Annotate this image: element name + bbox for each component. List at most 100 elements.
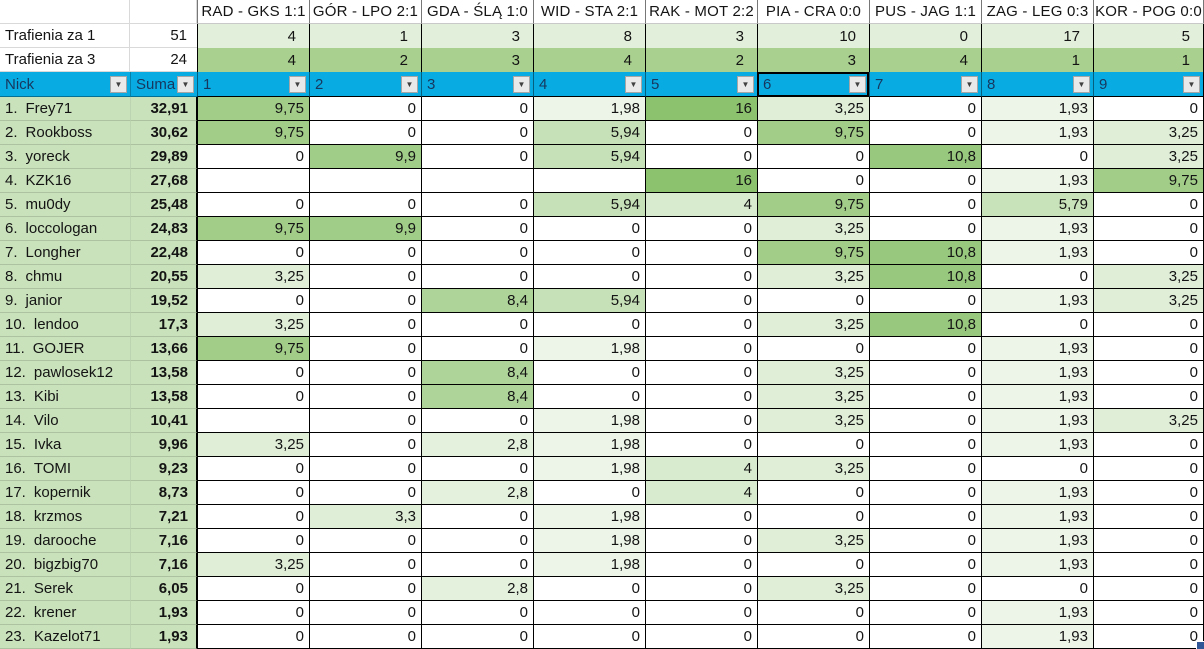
score-cell[interactable]: 0 [533,313,645,337]
player-suma-cell[interactable]: 1,93 [130,625,197,649]
score-cell[interactable]: 1,93 [981,433,1093,457]
score-cell[interactable]: 0 [309,433,421,457]
score-cell[interactable]: 0 [645,577,757,601]
score-cell[interactable]: 1,93 [981,217,1093,241]
player-name-cell[interactable]: 23. Kazelot71 [0,625,130,649]
score-cell[interactable]: 0 [869,577,981,601]
player-suma-cell[interactable]: 32,91 [130,97,197,121]
score-cell[interactable]: 0 [757,505,869,529]
score-cell[interactable]: 0 [309,553,421,577]
score-cell[interactable]: 0 [645,217,757,241]
score-cell[interactable]: 0 [1093,481,1204,505]
player-name-cell[interactable]: 2. Rookboss [0,121,130,145]
score-cell[interactable]: 0 [757,481,869,505]
stat-value-cell[interactable]: 4 [197,48,309,72]
score-cell[interactable]: 0 [869,481,981,505]
score-cell[interactable]: 1,98 [533,97,645,121]
stat-total-za1[interactable]: 51 [130,24,197,48]
score-cell[interactable]: 16 [645,169,757,193]
score-cell[interactable]: 9,9 [309,145,421,169]
score-cell[interactable]: 0 [1093,553,1204,577]
score-cell[interactable]: 9,75 [757,241,869,265]
filter-dropdown-icon[interactable]: ▼ [961,75,978,93]
score-cell[interactable]: 10,8 [869,241,981,265]
filter-dropdown-icon[interactable]: ▼ [513,75,530,93]
match-header-cell[interactable]: KOR - POG 0:0 [1093,0,1204,24]
filter-dropdown-icon[interactable]: ▼ [625,75,642,93]
score-cell[interactable]: 0 [981,313,1093,337]
score-cell[interactable]: 0 [869,529,981,553]
score-cell[interactable]: 0 [1093,193,1204,217]
score-cell[interactable]: 0 [421,193,533,217]
score-cell[interactable]: 0 [309,337,421,361]
filter-dropdown-icon[interactable]: ▼ [401,75,418,93]
player-name-cell[interactable]: 13. Kibi [0,385,130,409]
score-cell[interactable]: 0 [645,529,757,553]
filter-dropdown-icon[interactable]: ▼ [1073,75,1090,93]
score-cell[interactable]: 1,93 [981,481,1093,505]
score-cell[interactable]: 0 [869,169,981,193]
player-suma-cell[interactable]: 27,68 [130,169,197,193]
player-suma-cell[interactable]: 13,58 [130,385,197,409]
score-cell[interactable]: 3,25 [757,217,869,241]
player-suma-cell[interactable]: 1,93 [130,601,197,625]
score-cell[interactable]: 1,93 [981,553,1093,577]
score-cell[interactable]: 3,25 [197,313,309,337]
player-suma-cell[interactable]: 24,83 [130,217,197,241]
score-cell[interactable]: 3,25 [1093,289,1204,313]
score-cell[interactable]: 0 [645,241,757,265]
score-cell[interactable]: 1,93 [981,241,1093,265]
score-cell[interactable]: 0 [421,625,533,649]
player-suma-cell[interactable]: 20,55 [130,265,197,289]
score-cell[interactable]: 0 [197,625,309,649]
score-cell[interactable]: 0 [869,505,981,529]
score-cell[interactable]: 0 [309,457,421,481]
score-cell[interactable]: 0 [757,289,869,313]
score-cell[interactable]: 1,93 [981,337,1093,361]
score-cell[interactable]: 0 [309,625,421,649]
score-cell[interactable]: 5,94 [533,193,645,217]
score-cell[interactable]: 0 [309,409,421,433]
score-cell[interactable]: 0 [757,433,869,457]
score-cell[interactable]: 9,75 [757,121,869,145]
player-suma-cell[interactable]: 6,05 [130,577,197,601]
score-cell[interactable]: 0 [645,313,757,337]
score-cell[interactable]: 0 [645,505,757,529]
score-cell[interactable]: 0 [421,337,533,361]
player-name-cell[interactable]: 11. GOJER [0,337,130,361]
stat-value-cell[interactable]: 2 [645,48,757,72]
player-name-cell[interactable]: 22. krener [0,601,130,625]
player-name-cell[interactable]: 21. Serek [0,577,130,601]
score-cell[interactable]: 0 [981,577,1093,601]
score-cell[interactable]: 3,25 [757,409,869,433]
score-cell[interactable]: 0 [869,97,981,121]
player-name-cell[interactable]: 5. mu0dy [0,193,130,217]
player-name-cell[interactable]: 7. Longher [0,241,130,265]
stat-value-cell[interactable]: 3 [421,48,533,72]
score-cell[interactable]: 0 [645,625,757,649]
player-suma-cell[interactable]: 7,16 [130,529,197,553]
score-cell[interactable]: 4 [645,481,757,505]
score-cell[interactable]: 3,25 [197,433,309,457]
score-cell[interactable]: 0 [869,409,981,433]
score-cell[interactable]: 0 [645,433,757,457]
player-name-cell[interactable]: 1. Frey71 [0,97,130,121]
filter-dropdown-icon[interactable]: ▼ [289,75,306,93]
score-cell[interactable]: 0 [645,385,757,409]
score-cell[interactable]: 3,25 [757,97,869,121]
stat-value-cell[interactable]: 4 [197,24,309,48]
player-suma-cell[interactable]: 7,16 [130,553,197,577]
match-header-cell[interactable]: PUS - JAG 1:1 [869,0,981,24]
score-cell[interactable]: 0 [645,289,757,313]
score-cell[interactable] [197,409,309,433]
score-cell[interactable]: 0 [309,361,421,385]
score-cell[interactable]: 0 [981,265,1093,289]
stat-value-cell[interactable]: 3 [645,24,757,48]
player-suma-cell[interactable]: 9,96 [130,433,197,457]
score-cell[interactable]: 3,25 [757,385,869,409]
score-cell[interactable]: 0 [309,577,421,601]
player-name-cell[interactable]: 18. krzmos [0,505,130,529]
player-name-cell[interactable]: 10. lendoo [0,313,130,337]
player-suma-cell[interactable]: 9,23 [130,457,197,481]
score-cell[interactable]: 0 [309,313,421,337]
